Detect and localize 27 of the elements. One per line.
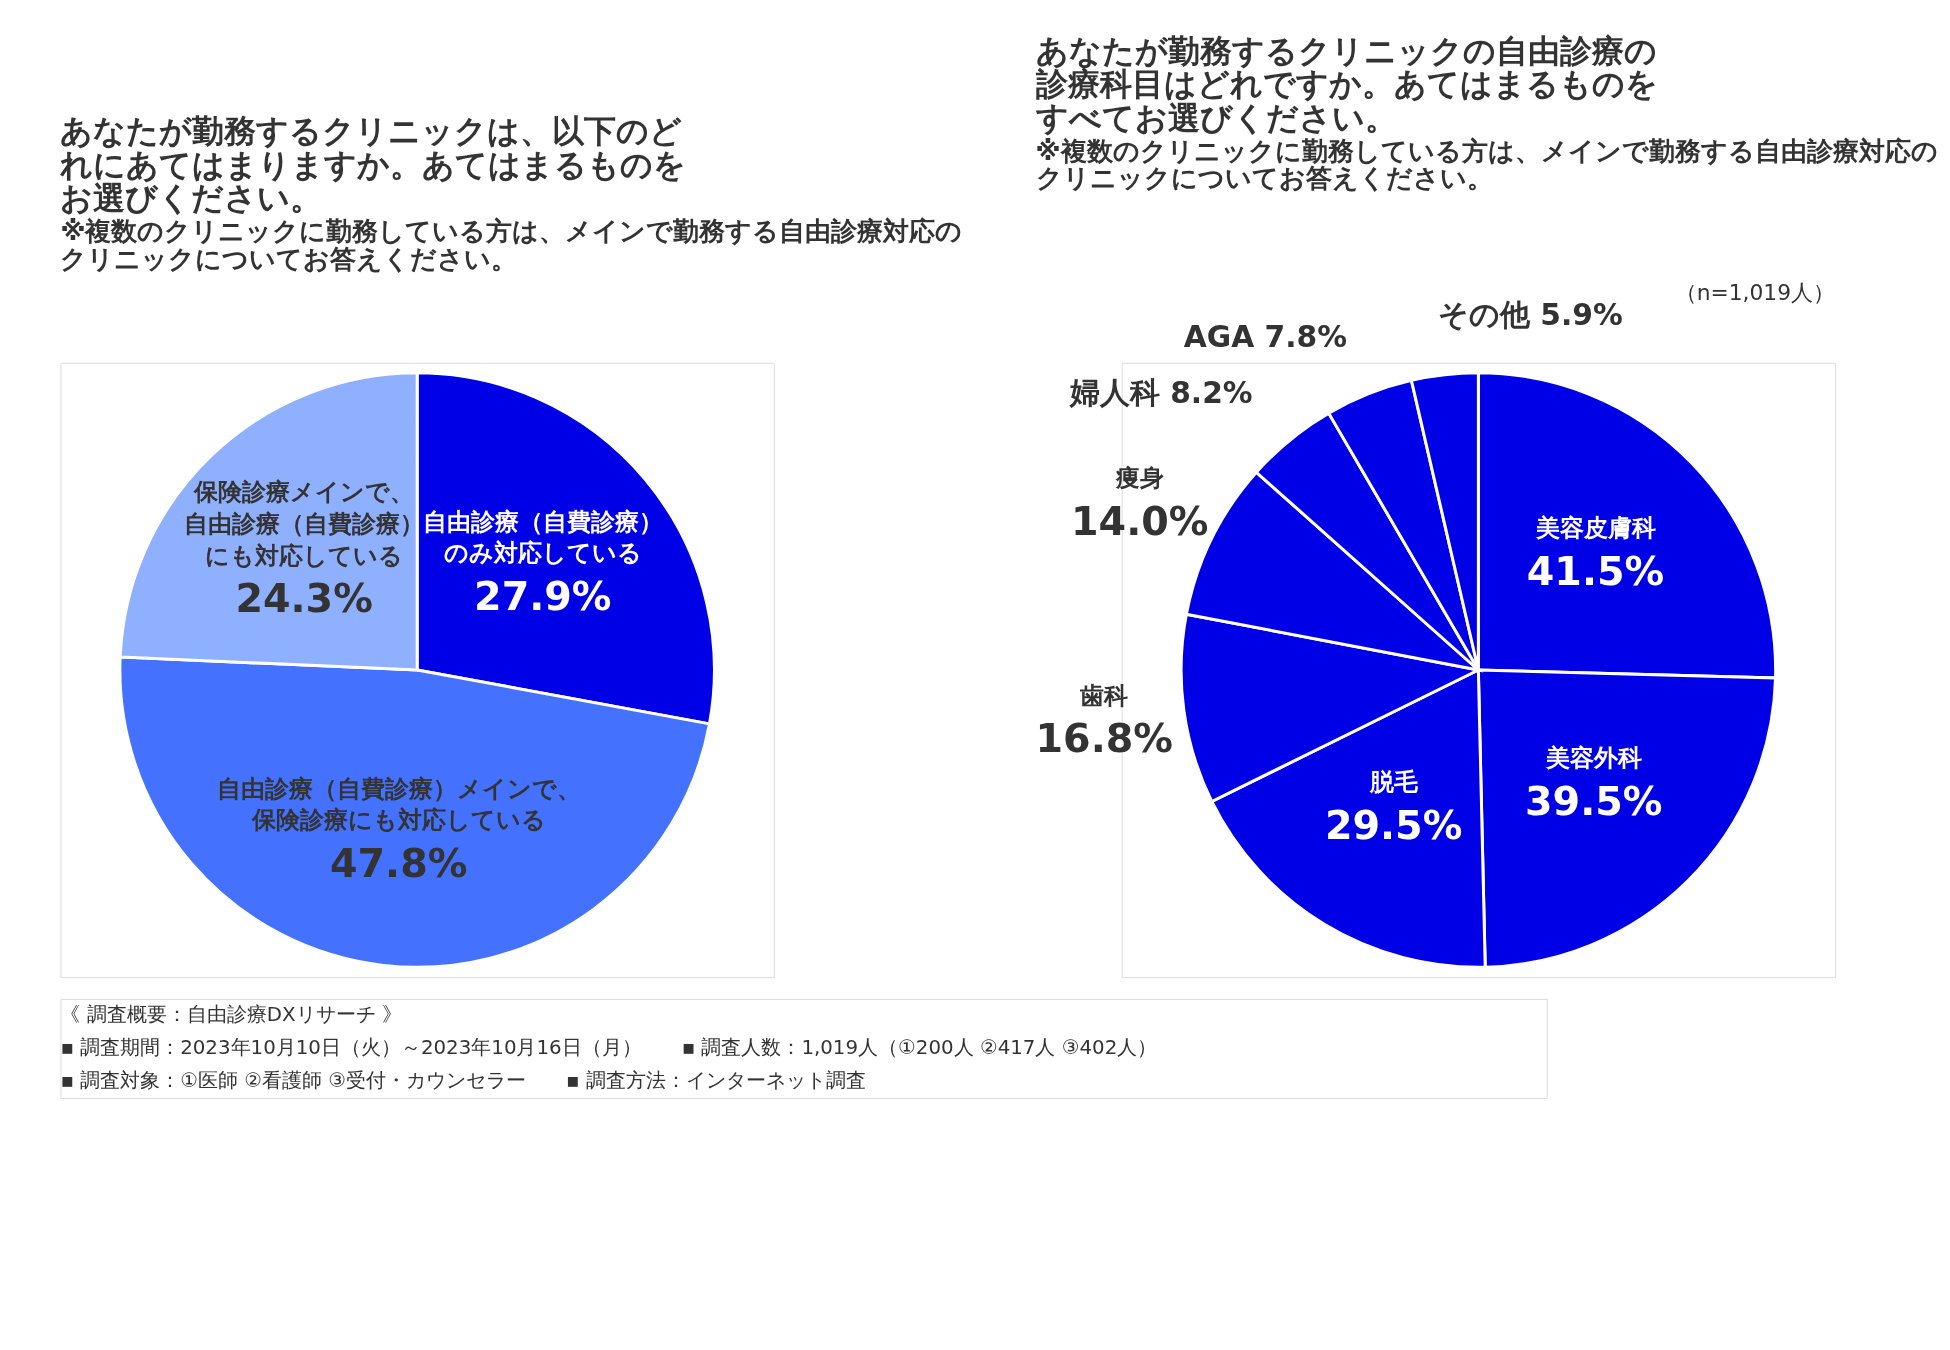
chart-subtitle: ※複数のクリニックに勤務している方は、メインで勤務する自由診療対応のクリニックについてお答えください。 bbox=[60, 215, 963, 274]
chart-subtitle: ※複数のクリニックに勤務している方は、メインで勤務する自由診療対応のクリニックについてお答えください。 bbox=[1035, 135, 1938, 194]
text: ▪ 調査対象：①医師 ②看護師 ③受付・カウンセラー ▪ 調査方法：インターネット調査 bbox=[60, 1069, 866, 1093]
slice-label: 脱毛 bbox=[1368, 768, 1419, 797]
slice-label: 自由診療（自費診療）メインで、保険診療にも対応している bbox=[216, 774, 581, 835]
chart-title: あなたが勤務するクリニックの自由診療の診療科目はどれですか。あてはまるものをすべてお選びください。 bbox=[1034, 32, 1658, 136]
data-label: 29.5% bbox=[1324, 801, 1463, 848]
slice-label: その他 5.9% bbox=[1437, 296, 1623, 332]
slice-label: 自由診療（自費診療）のみ対応している bbox=[422, 507, 663, 568]
data-label: 41.5% bbox=[1526, 547, 1665, 594]
data-label: 16.8% bbox=[1035, 715, 1173, 762]
slice-label: 美容外科 bbox=[1544, 744, 1642, 773]
slice-label: AGA 7.8% bbox=[1183, 319, 1347, 355]
data-label: 14.0% bbox=[1071, 497, 1209, 544]
data-label: 24.3% bbox=[235, 575, 373, 622]
data-label: 47.8% bbox=[329, 840, 468, 887]
slice-label: 痩身 bbox=[1114, 464, 1164, 493]
text: （n=1,019人） bbox=[1674, 280, 1836, 306]
slice-label: 婦人科 8.2% bbox=[1068, 374, 1253, 410]
data-label: 27.9% bbox=[474, 572, 612, 619]
data-label: 39.5% bbox=[1525, 777, 1663, 824]
slice-label: 美容皮膚科 bbox=[1534, 514, 1656, 543]
text: 《 調査概要：自由診療DXリサーチ 》 bbox=[60, 1003, 402, 1027]
slice-label: 歯科 bbox=[1079, 681, 1129, 710]
text: ▪ 調査期間：2023年10月10日（火）～2023年10月16日（月） ▪ 調査人数：1,019人（①200人 ②417人 ③402人） bbox=[60, 1036, 1158, 1060]
chart-title: あなたが勤務するクリニックは、以下のどれにあてはまりますか。あてはまるものをお選びください。 bbox=[60, 112, 687, 217]
slice-label: 保険診療メインで、自由診療（自費診療）にも対応している bbox=[184, 478, 425, 570]
